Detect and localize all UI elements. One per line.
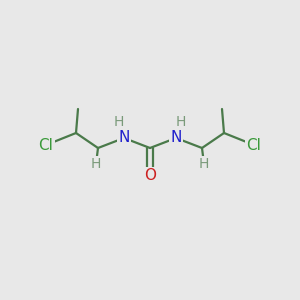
Text: Cl: Cl [247, 137, 261, 152]
Text: O: O [144, 169, 156, 184]
Text: N: N [170, 130, 182, 146]
Text: H: H [199, 157, 209, 171]
Text: N: N [118, 130, 130, 146]
Text: Cl: Cl [39, 137, 53, 152]
Text: H: H [91, 157, 101, 171]
Text: H: H [176, 115, 186, 129]
Text: H: H [114, 115, 124, 129]
